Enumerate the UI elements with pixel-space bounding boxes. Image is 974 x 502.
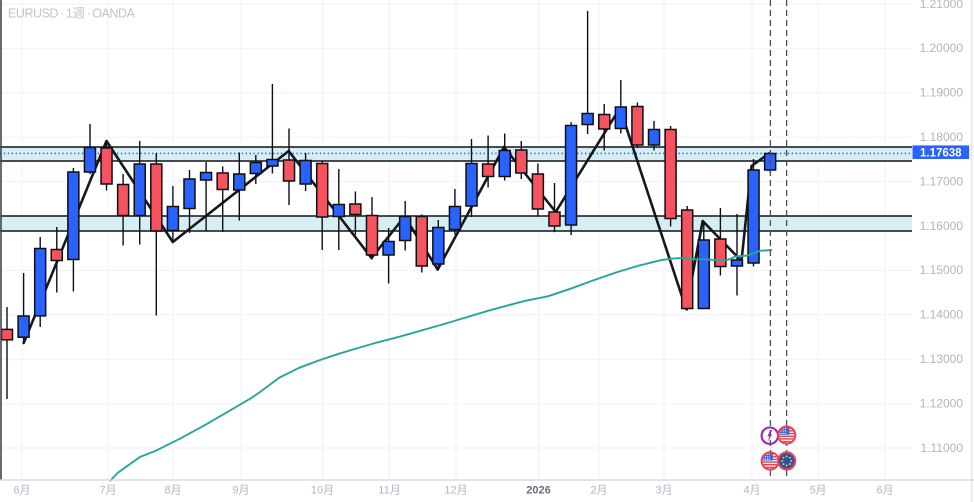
svg-text:1.18000: 1.18000 (920, 130, 964, 144)
svg-text:12月: 12月 (444, 485, 467, 497)
svg-text:7月: 7月 (99, 485, 116, 497)
svg-text:1.11000: 1.11000 (921, 441, 964, 455)
svg-text:1.13000: 1.13000 (920, 352, 964, 366)
svg-text:1.14000: 1.14000 (920, 308, 964, 322)
svg-text:5月: 5月 (809, 485, 826, 497)
svg-text:3月: 3月 (655, 485, 672, 497)
svg-text:1.20000: 1.20000 (920, 41, 964, 55)
svg-text:8月: 8月 (164, 485, 181, 497)
svg-text:10月: 10月 (311, 485, 334, 497)
svg-text:6月: 6月 (876, 485, 893, 497)
svg-text:1.17000: 1.17000 (920, 174, 964, 188)
svg-text:11月: 11月 (378, 485, 400, 497)
svg-text:1.16000: 1.16000 (920, 219, 964, 233)
svg-text:1.17638: 1.17638 (920, 148, 962, 160)
svg-text:1.21000: 1.21000 (920, 0, 964, 11)
svg-text:1.12000: 1.12000 (920, 396, 964, 410)
svg-text:2026: 2026 (526, 485, 550, 497)
svg-text:2月: 2月 (590, 485, 607, 497)
svg-text:EURUSD · 1週 · OANDA: EURUSD · 1週 · OANDA (8, 7, 136, 21)
svg-text:6月: 6月 (13, 485, 30, 497)
svg-text:1.19000: 1.19000 (920, 86, 964, 100)
svg-text:4月: 4月 (743, 485, 760, 497)
svg-text:1.15000: 1.15000 (920, 263, 964, 277)
svg-text:9月: 9月 (232, 485, 249, 497)
